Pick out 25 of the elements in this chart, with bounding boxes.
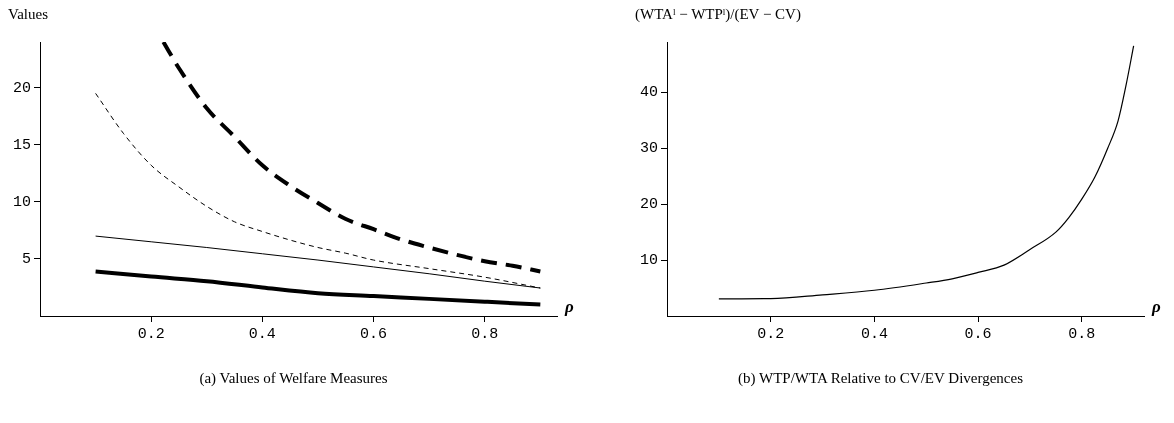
x-tick-label: 0.8 — [1068, 325, 1096, 343]
x-tick-label: 0.2 — [137, 325, 165, 343]
line-series — [161, 42, 543, 274]
x-tick-label: 0.6 — [360, 325, 388, 343]
y-axis-title: (WTAˡ − WTPˡ)/(EV − CV) — [635, 6, 801, 23]
x-tick-label: 0.4 — [860, 325, 888, 343]
x-axis-title: ρ — [564, 297, 574, 317]
line-series — [718, 45, 1135, 300]
x-tick-label: 0.8 — [471, 325, 499, 343]
y-tick-label: 15 — [12, 136, 31, 154]
y-axis-title: Values — [8, 6, 48, 23]
y-tick-label: 20 — [639, 196, 658, 214]
x-tick-label: 0.2 — [757, 325, 785, 343]
y-tick-label: 5 — [21, 250, 31, 268]
y-tick-label: 30 — [639, 140, 658, 158]
y-tick-label: 10 — [12, 193, 31, 211]
y-tick-label: 40 — [639, 84, 658, 102]
x-tick-label: 0.4 — [248, 325, 276, 343]
line-series — [93, 269, 543, 307]
text: (a) Values of Welfare Measures — [198, 370, 389, 387]
y-tick-label: 20 — [12, 79, 31, 97]
x-tick-label: 0.6 — [964, 325, 992, 343]
y-tick-label: 10 — [639, 252, 658, 270]
text: (b) WTP/WTA Relative to CV/EV Divergences — [737, 370, 1024, 387]
x-axis-title: ρ — [1151, 297, 1161, 317]
